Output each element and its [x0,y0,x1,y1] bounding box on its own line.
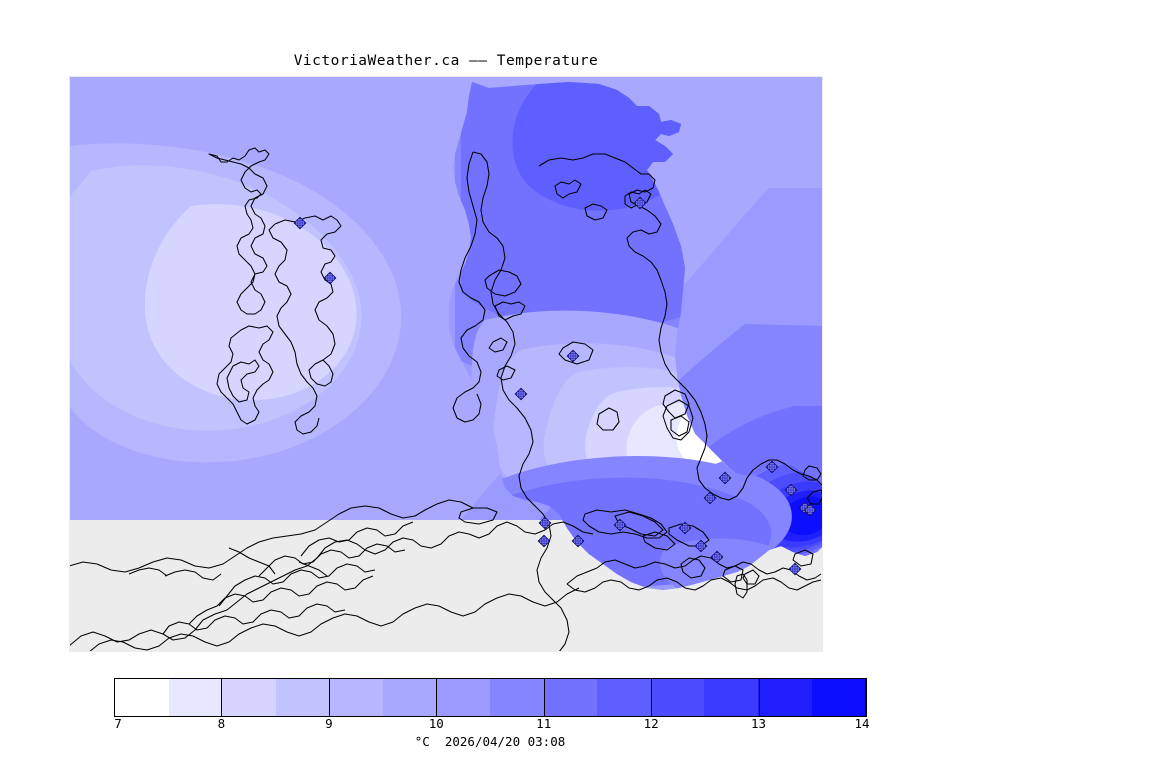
station-marker[interactable] [765,460,779,474]
station-marker[interactable] [678,521,692,535]
station-marker[interactable] [788,562,802,576]
colorbar-segment [543,679,598,716]
colorbar-ticks [114,678,867,717]
colorbar-segment [436,679,491,716]
station-marker[interactable] [566,349,580,363]
station-marker[interactable] [571,534,585,548]
colorbar-tick [543,678,545,717]
colorbar-tick-label: 9 [325,716,333,731]
colorbar-segment [168,679,223,716]
colorbar-tick-label: 11 [536,716,552,731]
station-marker[interactable] [633,196,647,210]
map-frame [69,76,823,652]
station-diamond-icon [788,562,802,576]
colorbar-segment [329,679,383,716]
station-marker[interactable] [514,387,528,401]
station-markers[interactable] [293,196,823,576]
colorbar-tick-labels: 7 8 9 10 11 12 13 14 [114,716,870,734]
colorbar-segment [275,679,330,716]
colorbar-segment [757,679,812,716]
station-diamond-icon [694,539,708,553]
colorbar-segment [704,679,758,716]
station-marker[interactable] [323,271,337,285]
station-diamond-icon [703,491,717,505]
colorbar-tick-label: 10 [428,716,444,731]
colorbar-tick [328,678,330,717]
station-marker[interactable] [803,503,817,517]
station-diamond-icon [323,271,337,285]
station-marker[interactable] [613,518,627,532]
station-diamond-icon [566,349,580,363]
colorbar-segment [382,679,437,716]
station-diamond-icon [514,387,528,401]
colorbar-tick [866,678,867,717]
colorbar-tick-label: 7 [114,716,122,731]
colorbar-tick-label: 13 [751,716,767,731]
colorbar-footer-label: °C 2026/04/20 03:08 [414,734,566,749]
colorbar-segment [490,679,544,716]
station-diamond-icon [613,518,627,532]
station-diamond-icon [678,521,692,535]
colorbar-segment [811,679,866,716]
station-diamond-icon [718,471,732,485]
colorbar-tick [436,678,438,717]
colorbar-tick [651,678,653,717]
page-title: VictoriaWeather.ca —— Temperature [293,53,599,69]
colorbar-tick [758,678,760,717]
colorbar-segment [115,679,169,716]
colorbar-segment [597,679,651,716]
station-diamond-icon [293,216,307,230]
coastlines [69,147,823,652]
colorbar-tick [221,678,223,717]
station-marker[interactable] [538,516,552,530]
colorbar-segment [650,679,705,716]
station-diamond-icon [784,483,798,497]
station-marker[interactable] [784,483,798,497]
station-diamond-icon [571,534,585,548]
station-marker[interactable] [710,550,724,564]
colorbar-tick-label: 12 [643,716,659,731]
station-marker[interactable] [537,534,551,548]
map-panel[interactable] [69,76,823,652]
station-marker[interactable] [293,216,307,230]
station-diamond-icon [633,196,647,210]
station-diamond-icon [803,503,817,517]
station-marker[interactable] [694,539,708,553]
station-diamond-icon [537,534,551,548]
colorbar-gradient[interactable] [114,678,866,717]
station-diamond-icon [765,460,779,474]
station-diamond-icon [710,550,724,564]
station-diamond-icon [538,516,552,530]
colorbar[interactable]: 7 8 9 10 11 12 13 14 °C 2026/04/20 03:08 [114,678,870,749]
station-marker[interactable] [718,471,732,485]
colorbar-tick-label: 8 [217,716,226,731]
colorbar-tick-label: 14 [854,716,870,731]
station-marker[interactable] [703,491,717,505]
colorbar-segment [222,679,276,716]
temperature-contour-map[interactable] [69,76,823,652]
